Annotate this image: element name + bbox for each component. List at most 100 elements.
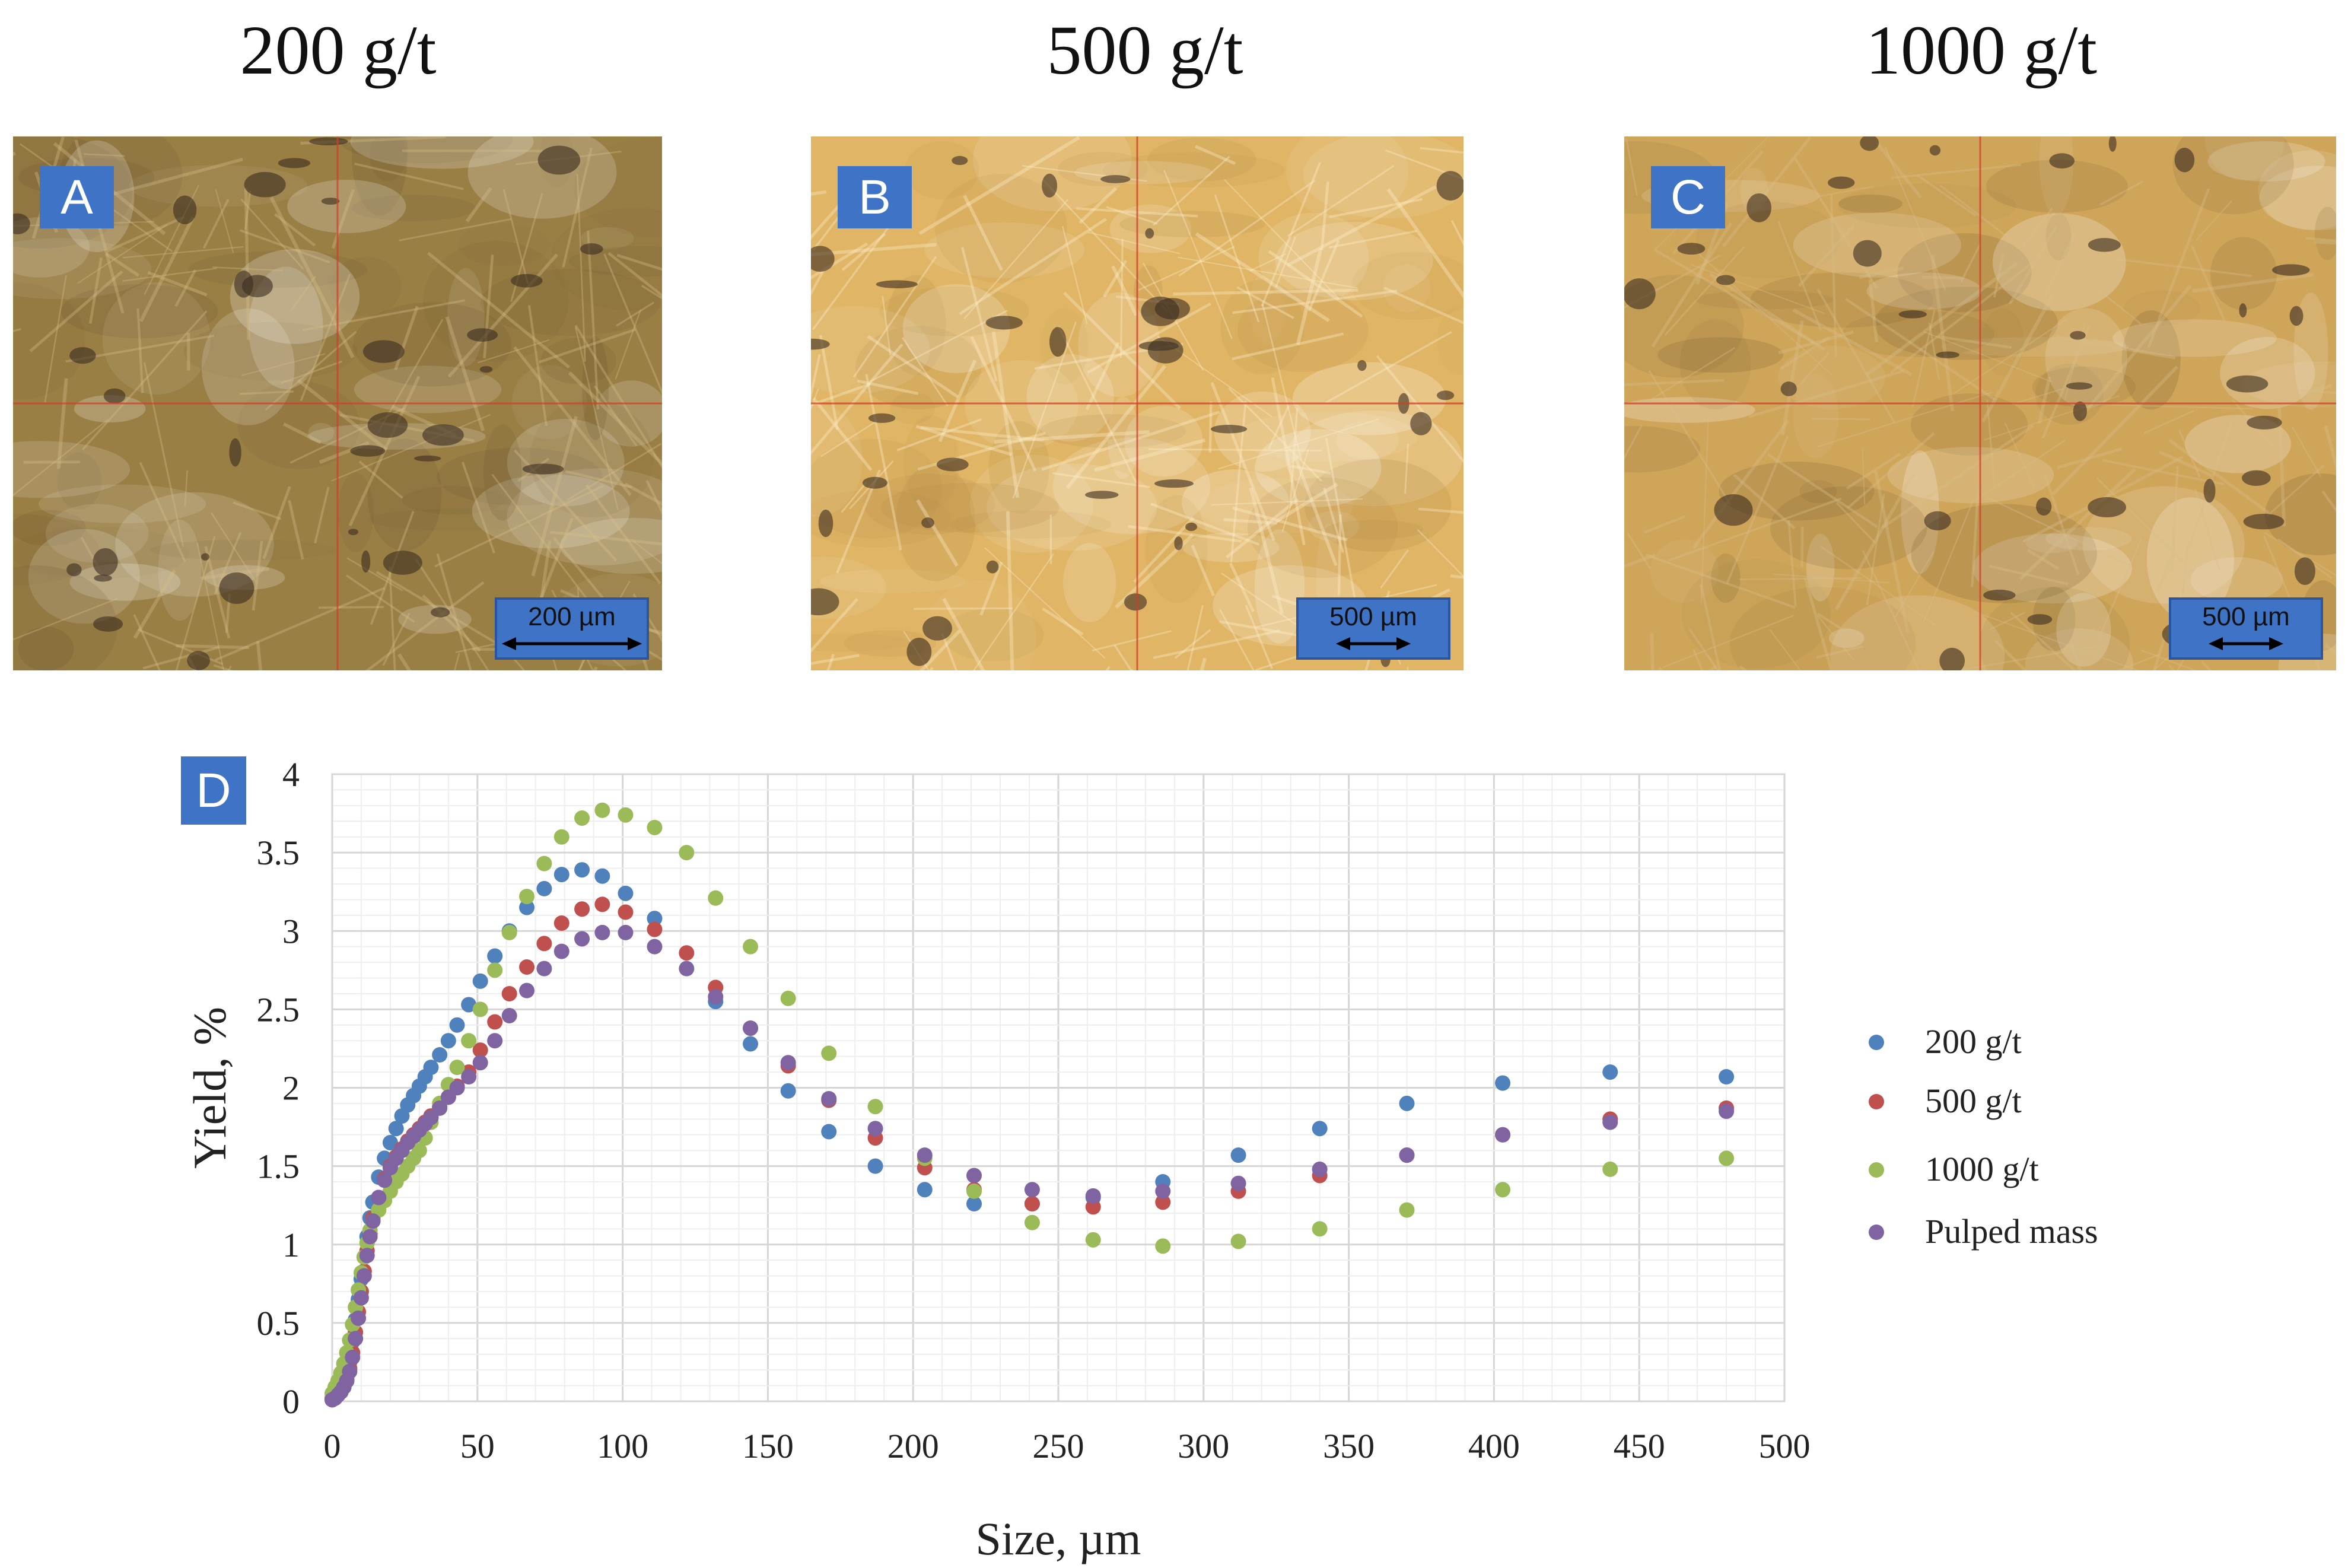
data-point [917,1182,933,1198]
y-tick-label: 4 [282,755,300,794]
data-point [348,1331,364,1347]
data-point [743,1036,759,1052]
data-point [553,829,569,845]
data-point [553,943,569,959]
data-point [1602,1114,1618,1130]
data-point [743,939,759,955]
data-point [461,1033,477,1049]
grid [331,773,1786,1402]
data-point [536,855,552,872]
legend-label: 500 g/t [1925,1082,2022,1120]
data-point [743,1020,759,1036]
data-point [966,1168,982,1184]
data-point [1719,1150,1735,1166]
data-point [432,1047,448,1063]
data-point [461,997,477,1013]
panel-label-c: C [1651,166,1725,228]
y-tick-label: 0.5 [257,1304,300,1343]
data-point [647,939,663,955]
micrograph-a: A 200 µm [13,136,662,670]
double-arrow-icon [1336,637,1411,650]
data-point [594,802,610,818]
data-point [536,960,552,977]
heading-1000: 1000 g/t [1865,11,2098,89]
data-point [519,889,535,905]
x-tick-label: 150 [742,1427,794,1465]
data-point [432,1100,448,1116]
data-point [487,948,503,964]
data-point [1230,1233,1246,1249]
data-point [449,1080,465,1096]
data-point [487,1014,503,1030]
data-point [1312,1221,1328,1237]
y-tick-label: 0 [282,1382,300,1421]
double-arrow-icon [2209,637,2283,650]
y-axis-title: Yield, % [184,1007,236,1169]
data-point [501,985,517,1001]
data-point [780,990,796,1006]
data-point [966,1196,982,1212]
data-point [351,1310,367,1326]
data-point [461,1069,477,1085]
data-point [780,1055,796,1071]
data-point [618,924,634,940]
data-point [1024,1182,1040,1198]
data-point [917,1147,933,1163]
data-point [821,1045,837,1061]
data-point [1719,1103,1735,1119]
data-point [1230,1175,1246,1191]
panel-label-b: B [838,166,912,228]
heading-200: 200 g/t [240,11,437,89]
data-point [359,1248,375,1264]
data-point [472,1042,488,1058]
data-point [594,896,610,912]
data-point [1155,1194,1171,1210]
micrograph-c: C 500 µm [1624,136,2336,670]
x-tick-label: 50 [460,1427,495,1465]
data-point [1602,1064,1618,1080]
x-tick-label: 200 [887,1427,939,1465]
heading-500: 500 g/t [1046,11,1243,89]
micrograph-texture [1624,136,2336,670]
data-point [519,899,535,915]
data-point [618,807,634,823]
x-tick-label: 100 [597,1427,648,1465]
scale-bar: 500 µm [1296,597,1450,660]
y-tick-label: 1.5 [257,1147,300,1186]
data-point [449,1017,465,1033]
panel-label-d: D [181,756,246,825]
data-point [647,911,663,927]
data-point [574,862,590,878]
data-point [679,845,695,861]
data-point [1085,1232,1101,1248]
data-point [1399,1147,1415,1163]
x-tick-label: 350 [1323,1427,1375,1465]
data-point [377,1172,393,1188]
data-point [618,904,634,920]
data-point [594,924,610,940]
data-point [449,1060,465,1076]
data-point [574,901,590,917]
data-point [1602,1161,1618,1177]
data-point [342,1363,358,1379]
yield-chart: 0 50 100 150 200 250 300 350 400 450 500 0 0.5 1 1.5 2 2… [184,755,2098,1564]
data-point [867,1099,883,1115]
y-tick-label: 2 [282,1069,300,1108]
data-point [472,973,488,989]
data-point [1085,1199,1101,1215]
data-point [487,1033,503,1049]
data-point [501,924,517,940]
data-point [1024,1214,1040,1230]
x-axis-title: Size, µm [976,1513,1141,1564]
data-point [472,1055,488,1071]
data-point [1399,1202,1415,1218]
data-point [574,931,590,947]
data-point [1495,1182,1511,1198]
data-point [1495,1127,1511,1143]
data-point [519,959,535,975]
legend-marker [1869,1094,1884,1109]
data-point [966,1183,982,1199]
data-point [1155,1183,1171,1199]
x-tick-label: 250 [1033,1427,1084,1465]
legend-label: 1000 g/t [1925,1150,2039,1188]
